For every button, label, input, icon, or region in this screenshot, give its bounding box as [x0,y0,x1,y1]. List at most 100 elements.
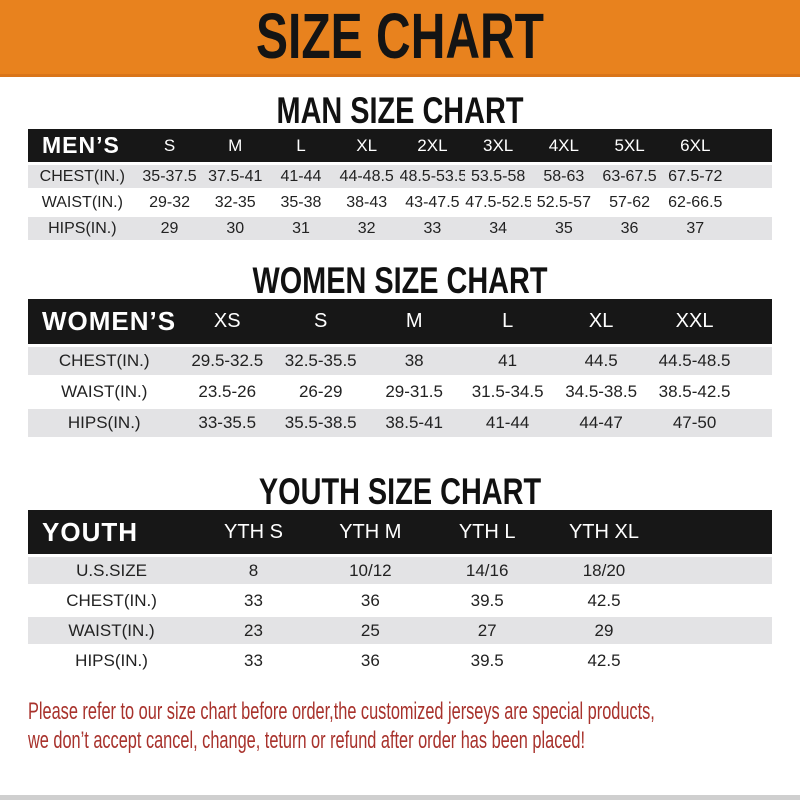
row-label: WAIST(IN.) [28,375,181,408]
size-value-cell: 52.5-57 [530,188,597,216]
size-column-header: M [202,129,269,164]
size-value-cell: 37 [662,214,729,240]
size-value-cell: 31 [268,214,334,240]
size-value-cell: 44-48.5 [333,162,400,190]
size-value-cell: 48.5-53.5 [399,162,466,190]
filler-cell [741,375,772,408]
size-value-cell: 29 [136,214,203,240]
filler-cell [728,188,772,216]
filler-cell [662,584,772,616]
size-value-cell: 10/12 [311,554,429,586]
size-value-cell: 8 [195,554,312,586]
page-title: SIZE CHART [256,0,544,72]
filler-cell [662,554,772,586]
table-row: U.S.SIZE 8 10/12 14/16 18/20 [28,554,772,586]
size-header-row: WOMEN’S XS S M L XL XXL [28,299,772,346]
size-column-header: M [367,299,461,346]
table-row: CHEST(IN.) 29.5-32.5 32.5-35.5 38 41 44.5 44.5… [28,344,772,377]
size-column-header: XL [333,129,400,164]
men-size-table: MEN’S S M L XL 2XL 3XL 4XL 5XL 6XL CHEST(IN.) 35-37… [28,129,772,240]
disclaimer: Please refer to our size chart before or… [28,697,800,755]
table-title-cell: YOUTH [28,510,196,556]
size-value-cell: 34.5-38.5 [554,375,648,408]
table-row: CHEST(IN.) 33 36 39.5 42.5 [28,584,772,616]
filler-cell [662,644,772,674]
size-value-cell: 25 [311,614,429,646]
filler-cell [728,214,772,240]
size-column-header: 6XL [662,129,729,164]
size-value-cell: 67.5-72 [662,162,729,190]
size-value-cell: 36 [596,214,663,240]
size-value-cell: 29-31.5 [367,375,461,408]
table-title-cell: MEN’S [28,129,137,164]
size-column-header: XS [180,299,274,346]
size-value-cell: 38.5-42.5 [647,375,742,408]
row-label: HIPS(IN.) [28,406,181,437]
table-title-cell: WOMEN’S [28,299,181,346]
size-value-cell: 29 [545,614,663,646]
size-value-cell: 23.5-26 [180,375,274,408]
row-label: HIPS(IN.) [28,644,196,674]
size-value-cell: 41-44 [460,406,555,437]
men-chart-title: MAN SIZE CHART [276,90,524,131]
size-column-header: YTH L [428,510,546,556]
size-value-cell: 41-44 [268,162,334,190]
size-header-row: MEN’S S M L XL 2XL 3XL 4XL 5XL 6XL [28,129,772,164]
banner: SIZE CHART [0,0,800,77]
size-value-cell: 63-67.5 [596,162,663,190]
size-value-cell: 42.5 [545,644,663,674]
table-row: HIPS(IN.) 33-35.5 35.5-38.5 38.5-41 41-44 44-… [28,406,772,437]
size-value-cell: 32-35 [202,188,269,216]
size-value-cell: 27 [428,614,546,646]
size-column-header: YTH M [311,510,429,556]
size-column-header: XL [554,299,648,346]
youth-chart-title: YOUTH SIZE CHART [258,471,542,512]
row-label: CHEST(IN.) [28,344,181,377]
size-column-header: L [460,299,555,346]
size-value-cell: 41 [460,344,555,377]
row-label: WAIST(IN.) [28,188,137,216]
bottom-edge-strip [0,795,800,800]
size-value-cell: 53.5-58 [465,162,531,190]
size-value-cell: 35-37.5 [136,162,203,190]
disclaimer-line-1: Please refer to our size chart before or… [28,698,655,725]
size-value-cell: 30 [202,214,269,240]
size-column-header: L [268,129,334,164]
filler-cell [741,406,772,437]
size-value-cell: 38.5-41 [367,406,461,437]
size-value-cell: 35.5-38.5 [273,406,368,437]
size-value-cell: 38 [367,344,461,377]
size-value-cell: 58-63 [530,162,597,190]
size-column-header: S [273,299,368,346]
size-column-header: YTH S [195,510,312,556]
filler-cell [741,344,772,377]
size-column-header: XXL [647,299,742,346]
size-value-cell: 37.5-41 [202,162,269,190]
size-value-cell: 31.5-34.5 [460,375,555,408]
size-value-cell: 44.5 [554,344,648,377]
size-value-cell: 33-35.5 [180,406,274,437]
filler-cell [728,129,772,164]
size-value-cell: 38-43 [333,188,400,216]
table-row: WAIST(IN.) 23.5-26 26-29 29-31.5 31.5-34.5 34… [28,375,772,408]
filler-cell [662,614,772,646]
size-value-cell: 33 [399,214,466,240]
size-column-header: 5XL [596,129,663,164]
filler-cell [662,510,772,556]
size-column-header: S [136,129,203,164]
size-value-cell: 33 [195,644,312,674]
women-size-table: WOMEN’S XS S M L XL XXL CHEST(IN.) 29.5-32.5 32.5… [28,299,772,437]
size-column-header: 3XL [465,129,531,164]
size-value-cell: 32 [333,214,400,240]
size-value-cell: 29.5-32.5 [180,344,274,377]
size-value-cell: 32.5-35.5 [273,344,368,377]
youth-section: YOUTH SIZE CHART YOUTH YTH S YTH M YTH L YTH… [0,473,800,674]
size-value-cell: 44.5-48.5 [647,344,742,377]
size-value-cell: 47.5-52.5 [465,188,531,216]
size-value-cell: 44-47 [554,406,648,437]
size-value-cell: 34 [465,214,531,240]
filler-cell [728,162,772,190]
size-value-cell: 33 [195,584,312,616]
size-column-header: 4XL [530,129,597,164]
